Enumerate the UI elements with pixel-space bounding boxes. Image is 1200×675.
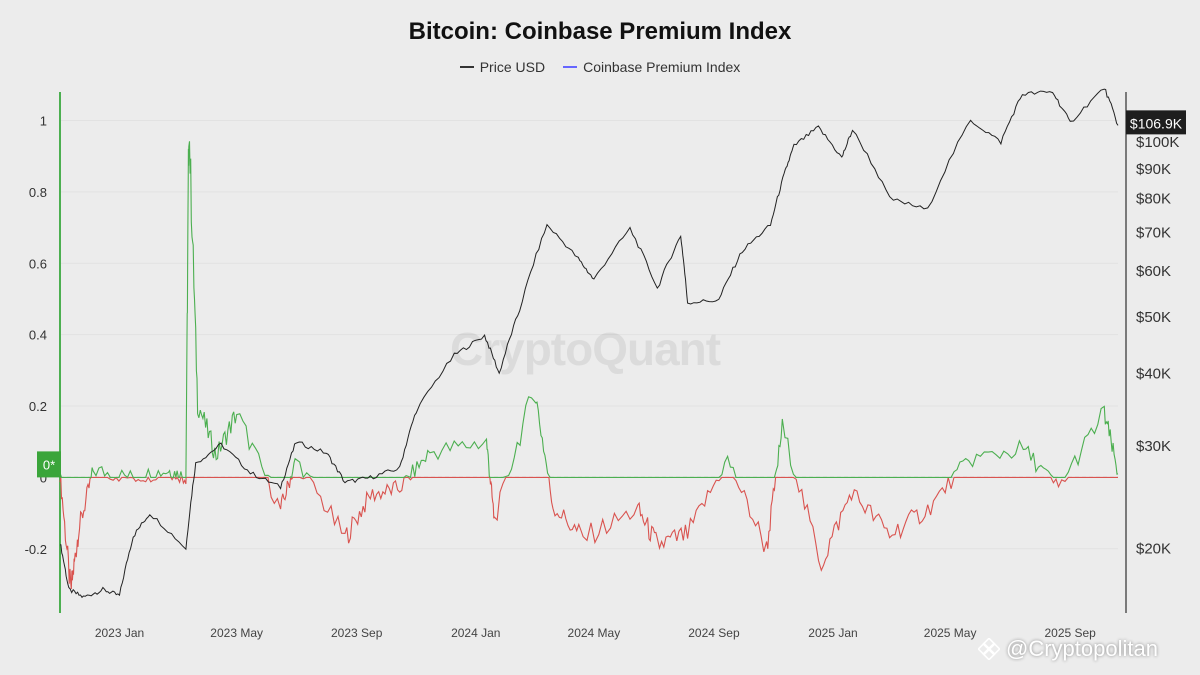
legend-item-premium[interactable]: Coinbase Premium Index (563, 59, 740, 75)
left-tick-label: 0.2 (29, 399, 47, 414)
current-price-badge (1126, 110, 1186, 135)
left-tick-label: -0.2 (25, 542, 47, 557)
chart-title: Bitcoin: Coinbase Premium Index (408, 18, 792, 45)
right-tick-label: $50K (1136, 309, 1171, 326)
premium-negative-line (59, 475, 1118, 590)
x-tick-label: 2023 May (210, 626, 263, 640)
left-tick-label: 0.6 (29, 256, 47, 271)
x-tick-label: 2024 Sep (688, 626, 740, 640)
x-tick-label: 2024 May (568, 626, 621, 640)
legend-label-premium: Coinbase Premium Index (583, 59, 741, 75)
right-tick-label: $70K (1136, 224, 1171, 241)
left-tick-label: 1 (40, 114, 47, 129)
current-price-label: $106.9K (1130, 115, 1183, 131)
right-tick-label: $100K (1136, 134, 1179, 151)
legend-item-price[interactable]: Price USD (459, 59, 546, 75)
current-index-badge (37, 451, 61, 478)
right-tick-label: $80K (1136, 191, 1171, 208)
premium-positive-line (59, 141, 1119, 479)
legend-swatch-premium (563, 66, 578, 68)
left-tick-label: 0.8 (29, 185, 47, 200)
x-tick-label: 2025 May (924, 626, 977, 640)
right-tick-label: $60K (1136, 263, 1171, 280)
left-tick-label: 0 (40, 470, 47, 485)
credit: @Cryptopolitan (978, 636, 1158, 662)
x-tick-label: 2024 Jan (451, 626, 500, 640)
x-tick-label: 2025 Sep (1044, 626, 1096, 640)
right-tick-label: $30K (1136, 438, 1171, 455)
left-tick-label: 0.4 (29, 328, 47, 343)
x-tick-label: 2023 Sep (331, 626, 383, 640)
credit-text: @Cryptopolitan (1006, 636, 1158, 661)
chart-legend: Price USD Coinbase Premium Index (0, 59, 1200, 75)
binance-diamond-icon (978, 638, 1000, 660)
current-index-label: 0* (43, 457, 55, 472)
legend-swatch-price (459, 66, 474, 68)
price-line (59, 88, 1119, 599)
right-tick-label: $20K (1136, 541, 1171, 558)
right-tick-label: $40K (1136, 366, 1171, 383)
legend-label-price: Price USD (479, 59, 546, 75)
x-tick-label: 2023 Jan (95, 626, 144, 640)
right-tick-label: $90K (1136, 161, 1171, 178)
watermark: CryptoQuant (450, 323, 721, 375)
x-tick-label: 2025 Jan (808, 626, 857, 640)
